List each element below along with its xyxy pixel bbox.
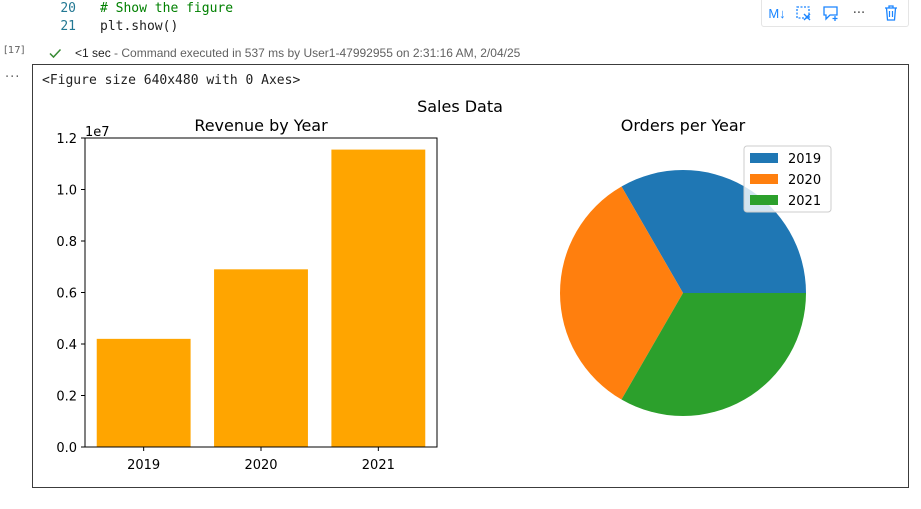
y-tick-label: 0.4 xyxy=(56,338,77,353)
execution-duration: <1 sec xyxy=(75,46,111,60)
cell-toolbar: M↓ ··· xyxy=(761,0,909,27)
code-statement: plt.show() xyxy=(100,19,179,34)
execution-count: [17] xyxy=(4,45,25,56)
execution-message: <1 sec - Command executed in 537 ms by U… xyxy=(75,44,520,62)
bar-chart-title: Revenue by Year xyxy=(194,116,328,135)
cell-output: <Figure size 640x480 with 0 Axes> Sales … xyxy=(32,64,909,488)
y-tick-label: 1.2 xyxy=(56,132,77,147)
y-offset-text: 1e7 xyxy=(85,125,110,140)
figure: Sales Data Revenue by Year 1e7 0.0 0.2 0.4 0.6… xyxy=(56,97,832,473)
figure-suptitle: Sales Data xyxy=(417,97,503,116)
y-tick-label: 0.0 xyxy=(56,441,77,456)
legend-label: 2021 xyxy=(788,194,821,209)
code-comment: # Show the figure xyxy=(100,1,234,16)
pie-slice-2021 xyxy=(621,293,806,416)
legend-swatch-2020 xyxy=(750,174,778,184)
bar-2020 xyxy=(214,269,308,447)
x-tick-label: 2020 xyxy=(244,458,277,473)
y-tick-label: 1.0 xyxy=(56,184,77,199)
code-editor[interactable]: 20 # Show the figure 21 plt.show() xyxy=(0,0,921,42)
output-actions-button[interactable]: ··· xyxy=(5,70,21,85)
line-number: 20 xyxy=(60,1,76,16)
more-actions-button[interactable]: ··· xyxy=(852,5,866,21)
x-tick-label: 2021 xyxy=(362,458,395,473)
comment-icon[interactable] xyxy=(820,3,842,23)
legend-label: 2019 xyxy=(788,152,821,167)
figure-repr-text: <Figure size 640x480 with 0 Axes> xyxy=(42,73,301,88)
line-number: 21 xyxy=(60,19,76,34)
pie-chart-title: Orders per Year xyxy=(621,116,746,135)
legend-swatch-2019 xyxy=(750,153,778,163)
execution-details: - Command executed in 537 ms by User1-47… xyxy=(114,46,521,60)
delete-cell-icon[interactable] xyxy=(880,3,902,23)
y-tick-label: 0.2 xyxy=(56,390,77,405)
x-tick-label: 2019 xyxy=(127,458,160,473)
legend-label: 2020 xyxy=(788,173,821,188)
bar-2021 xyxy=(331,149,426,447)
markdown-toggle-button[interactable]: M↓ xyxy=(768,5,786,21)
clear-output-icon[interactable] xyxy=(794,3,814,23)
y-tick-label: 0.6 xyxy=(56,287,77,302)
y-tick-label: 0.8 xyxy=(56,235,77,250)
legend-swatch-2021 xyxy=(750,195,778,205)
bar-2019 xyxy=(96,338,191,447)
